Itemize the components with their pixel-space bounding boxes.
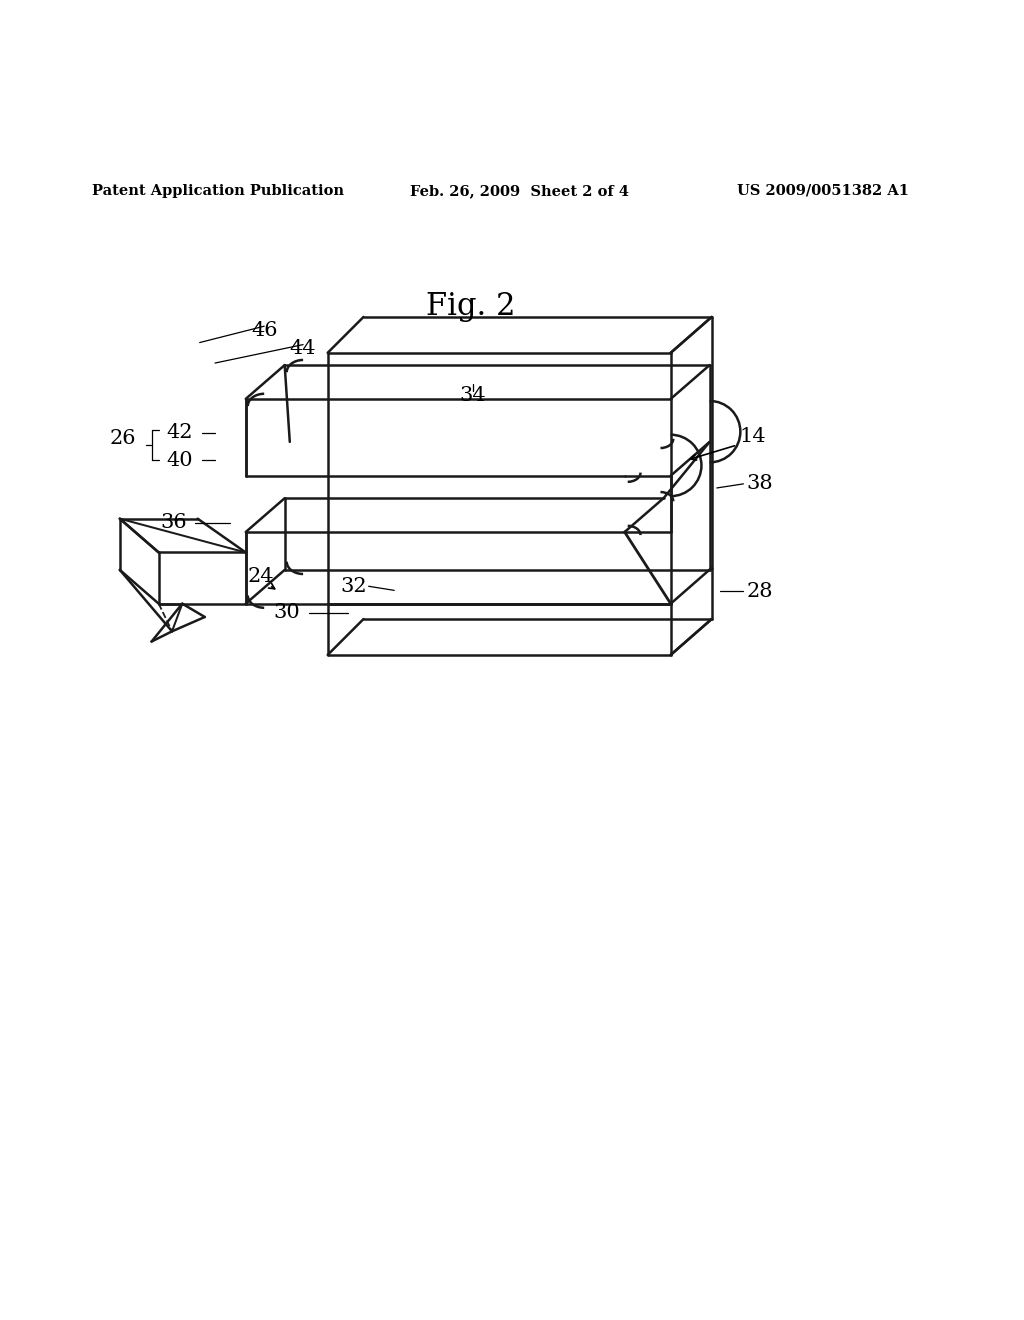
Text: 32: 32 (340, 577, 367, 595)
Text: 36: 36 (161, 513, 187, 532)
Text: 30: 30 (273, 603, 300, 623)
Text: 26: 26 (110, 429, 136, 449)
Text: US 2009/0051382 A1: US 2009/0051382 A1 (737, 183, 909, 198)
Text: Feb. 26, 2009  Sheet 2 of 4: Feb. 26, 2009 Sheet 2 of 4 (410, 183, 629, 198)
Text: 46: 46 (251, 321, 278, 339)
Text: Patent Application Publication: Patent Application Publication (92, 183, 344, 198)
Text: 38: 38 (746, 474, 773, 494)
Text: 24: 24 (248, 566, 274, 586)
Text: 34: 34 (460, 387, 486, 405)
Text: 42: 42 (166, 424, 193, 442)
Text: 28: 28 (746, 582, 773, 601)
Text: Fig. 2: Fig. 2 (426, 292, 516, 322)
Text: 40: 40 (166, 451, 193, 470)
Text: 44: 44 (290, 339, 316, 358)
Text: 14: 14 (739, 428, 766, 446)
